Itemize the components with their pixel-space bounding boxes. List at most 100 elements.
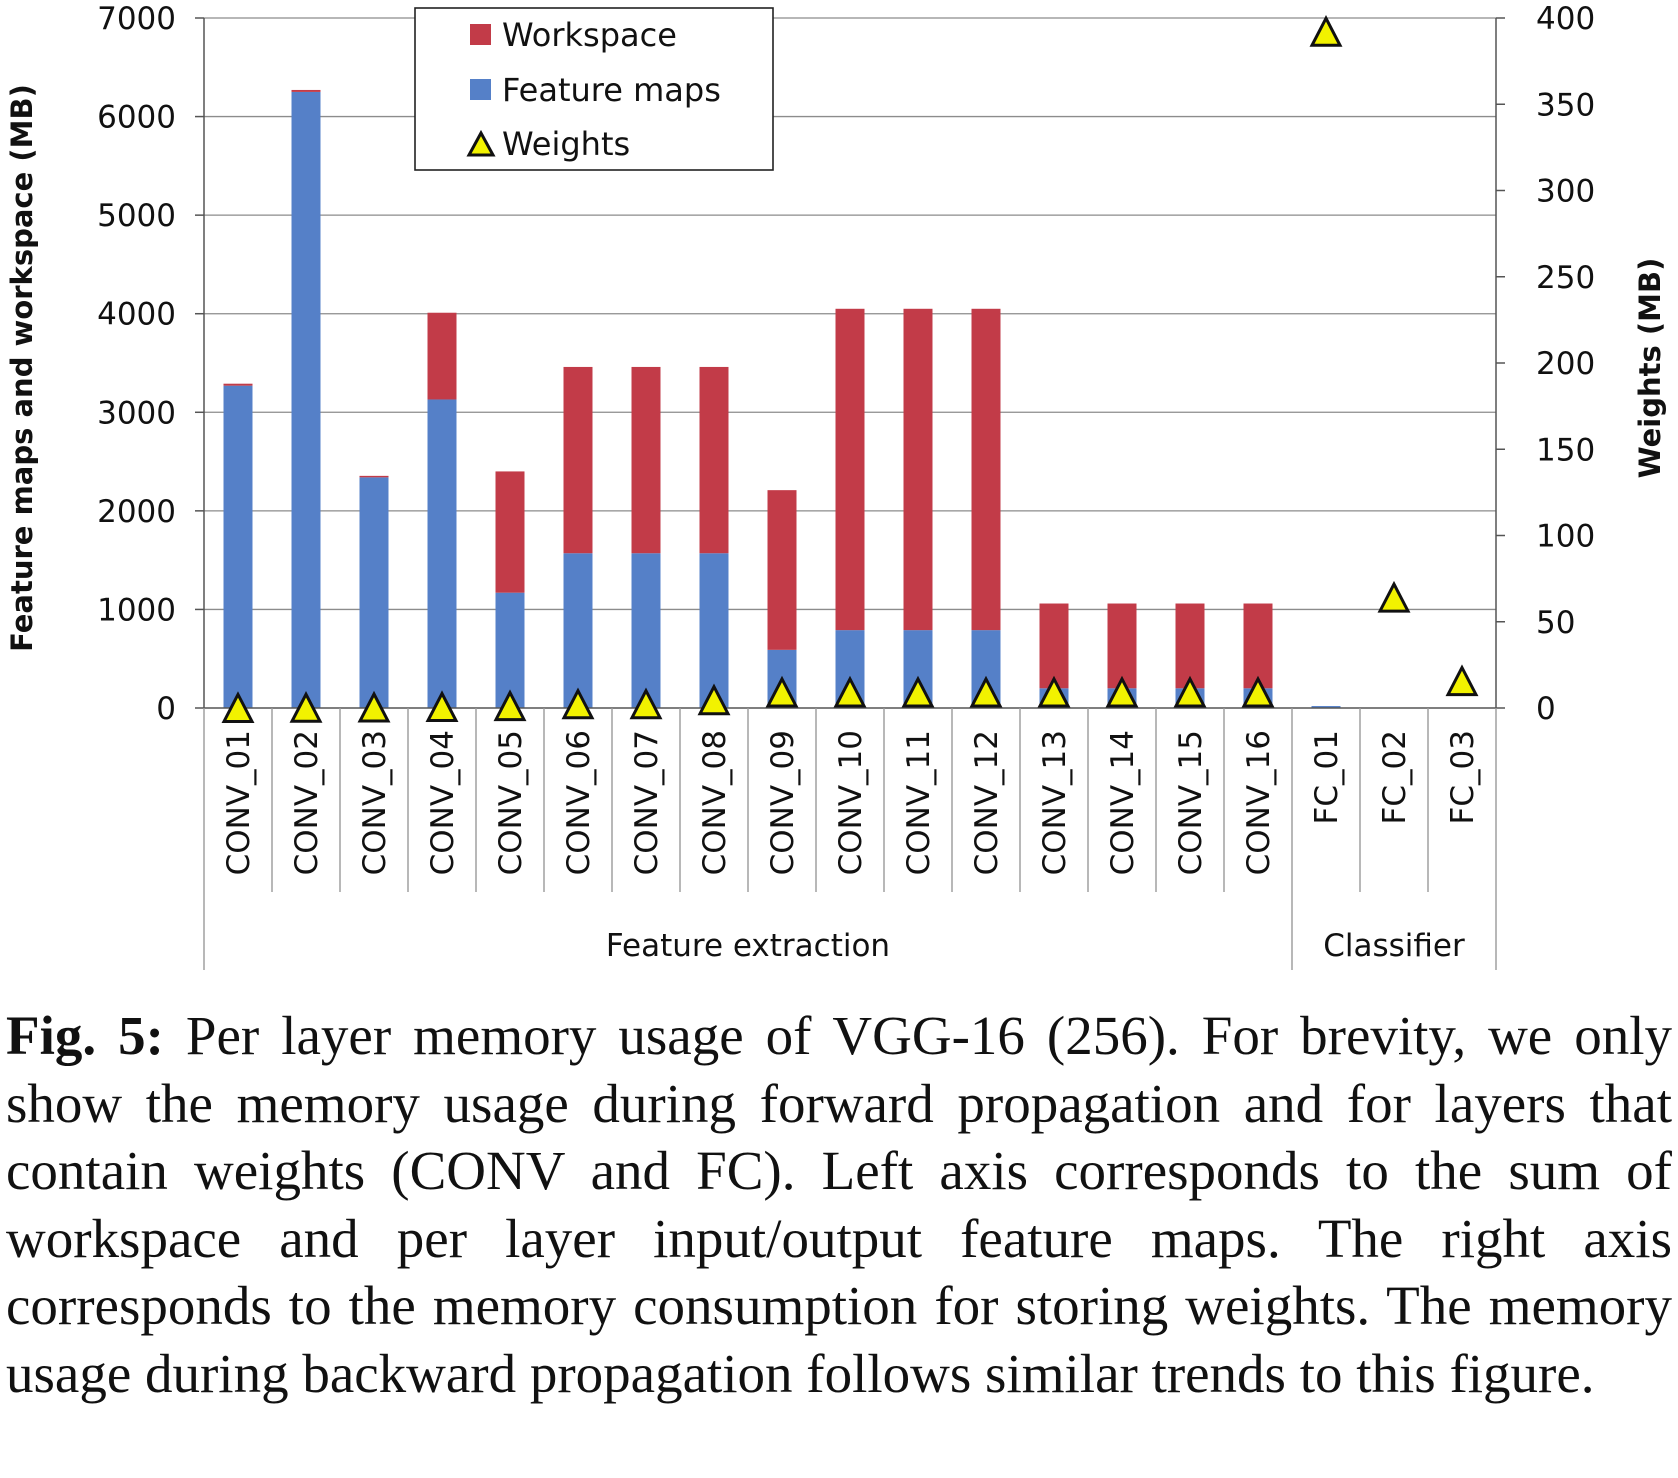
category-label: CONV_06: [561, 730, 597, 875]
category-label: FC_03: [1445, 730, 1481, 824]
right-tick-label: 0: [1536, 691, 1556, 727]
labels: Feature maps and workspace (MB) Weights …: [5, 1, 1667, 964]
legend-triangle-icon: [466, 129, 496, 157]
weight-marker: [425, 690, 459, 723]
figure-caption: Fig. 5: Per layer memory usage of VGG-16…: [6, 1002, 1672, 1407]
weight-marker: [1445, 664, 1479, 697]
bar-feature-maps: [563, 553, 593, 708]
bars: [223, 89, 1477, 708]
category-label: CONV_08: [697, 730, 733, 875]
weight-marker: [1377, 580, 1411, 613]
category-label: CONV_03: [357, 730, 393, 875]
category-label: FC_01: [1309, 730, 1345, 824]
axes: [195, 17, 1505, 970]
weight-marker: [1173, 675, 1207, 708]
group-label: Classifier: [1323, 928, 1465, 964]
category-label: CONV_04: [425, 730, 461, 875]
right-tick-label: 150: [1536, 432, 1595, 468]
right-tick-label: 200: [1536, 346, 1595, 382]
right-tick-label: 250: [1536, 260, 1595, 296]
weight-marker: [1105, 675, 1139, 708]
weight-marker: [493, 689, 527, 722]
bar-feature-maps: [1311, 706, 1341, 708]
right-axis-title: Weights (MB): [1633, 258, 1667, 479]
left-tick-label: 6000: [97, 100, 176, 136]
caption-text: Per layer memory usage of VGG-16 (256). …: [6, 1005, 1672, 1404]
bar-workspace: [359, 475, 389, 478]
left-axis-title: Feature maps and workspace (MB): [5, 84, 39, 652]
category-label: CONV_11: [901, 730, 937, 875]
bar-workspace: [835, 308, 865, 631]
weight-marker: [1309, 15, 1343, 47]
left-tick-label: 1000: [97, 592, 176, 628]
chart: Feature maps and workspace (MB) Weights …: [5, 1, 1667, 970]
weight-marker: [969, 675, 1003, 708]
bar-feature-maps: [631, 553, 661, 708]
right-tick-label: 50: [1536, 605, 1575, 641]
bar-workspace: [699, 366, 729, 554]
category-label: CONV_14: [1105, 730, 1141, 875]
bar-workspace: [495, 471, 525, 593]
bar-feature-maps: [427, 399, 457, 708]
weight-marker: [833, 675, 867, 708]
bar-workspace: [291, 89, 321, 92]
right-tick-label: 300: [1536, 174, 1595, 210]
legend-label-workspace: Workspace: [502, 16, 677, 54]
bar-workspace: [903, 308, 933, 631]
left-tick-label: 3000: [97, 395, 176, 431]
bar-workspace: [1039, 603, 1069, 689]
bar-workspace: [223, 383, 253, 386]
category-label: FC_02: [1377, 730, 1413, 824]
category-label: CONV_12: [969, 730, 1005, 875]
category-label: CONV_09: [765, 730, 801, 875]
right-tick-label: 400: [1536, 1, 1595, 37]
bar-workspace: [1107, 603, 1137, 689]
right-tick-label: 350: [1536, 87, 1595, 123]
caption-label: Fig. 5:: [6, 1005, 164, 1066]
bar-workspace: [427, 312, 457, 400]
legend-label-feature-maps: Feature maps: [502, 71, 721, 109]
weight-marker: [629, 687, 663, 720]
weight-marker: [1241, 675, 1275, 708]
weight-marker: [765, 675, 799, 708]
weight-marker: [1037, 675, 1071, 708]
right-tick-label: 100: [1536, 519, 1595, 555]
bar-workspace: [1243, 603, 1273, 689]
bar-workspace: [1175, 603, 1205, 689]
left-tick-label: 4000: [97, 297, 176, 333]
weight-marker: [221, 691, 255, 723]
category-label: CONV_13: [1037, 730, 1073, 875]
legend-swatch-feature-maps: [470, 79, 491, 100]
bar-workspace: [971, 308, 1001, 631]
left-tick-label: 5000: [97, 198, 176, 234]
bar-workspace: [767, 490, 797, 650]
bar-feature-maps: [223, 385, 253, 708]
legend: Workspace Feature maps Weights: [414, 7, 774, 171]
bar-feature-maps: [359, 477, 389, 708]
weight-markers: [221, 15, 1479, 723]
left-tick-label: 2000: [97, 494, 176, 530]
category-label: CONV_07: [629, 730, 665, 875]
category-label: CONV_05: [493, 730, 529, 875]
weight-marker: [289, 690, 323, 723]
weight-marker: [697, 683, 731, 716]
weight-marker: [357, 690, 391, 723]
bar-feature-maps: [699, 553, 729, 708]
left-tick-label: 7000: [97, 1, 176, 37]
weight-marker: [901, 675, 935, 708]
category-label: CONV_16: [1241, 730, 1277, 875]
left-tick-label: 0: [156, 691, 176, 727]
category-label: CONV_10: [833, 730, 869, 875]
bar-workspace: [563, 366, 593, 554]
category-label: CONV_01: [221, 730, 257, 875]
legend-swatch-workspace: [470, 24, 491, 45]
bar-feature-maps: [291, 91, 321, 708]
weight-marker: [561, 687, 595, 720]
category-label: CONV_15: [1173, 730, 1209, 875]
group-label: Feature extraction: [606, 928, 890, 964]
legend-label-weights: Weights: [502, 125, 630, 163]
bar-feature-maps: [495, 592, 525, 708]
category-label: CONV_02: [289, 730, 325, 875]
bar-workspace: [631, 366, 661, 554]
